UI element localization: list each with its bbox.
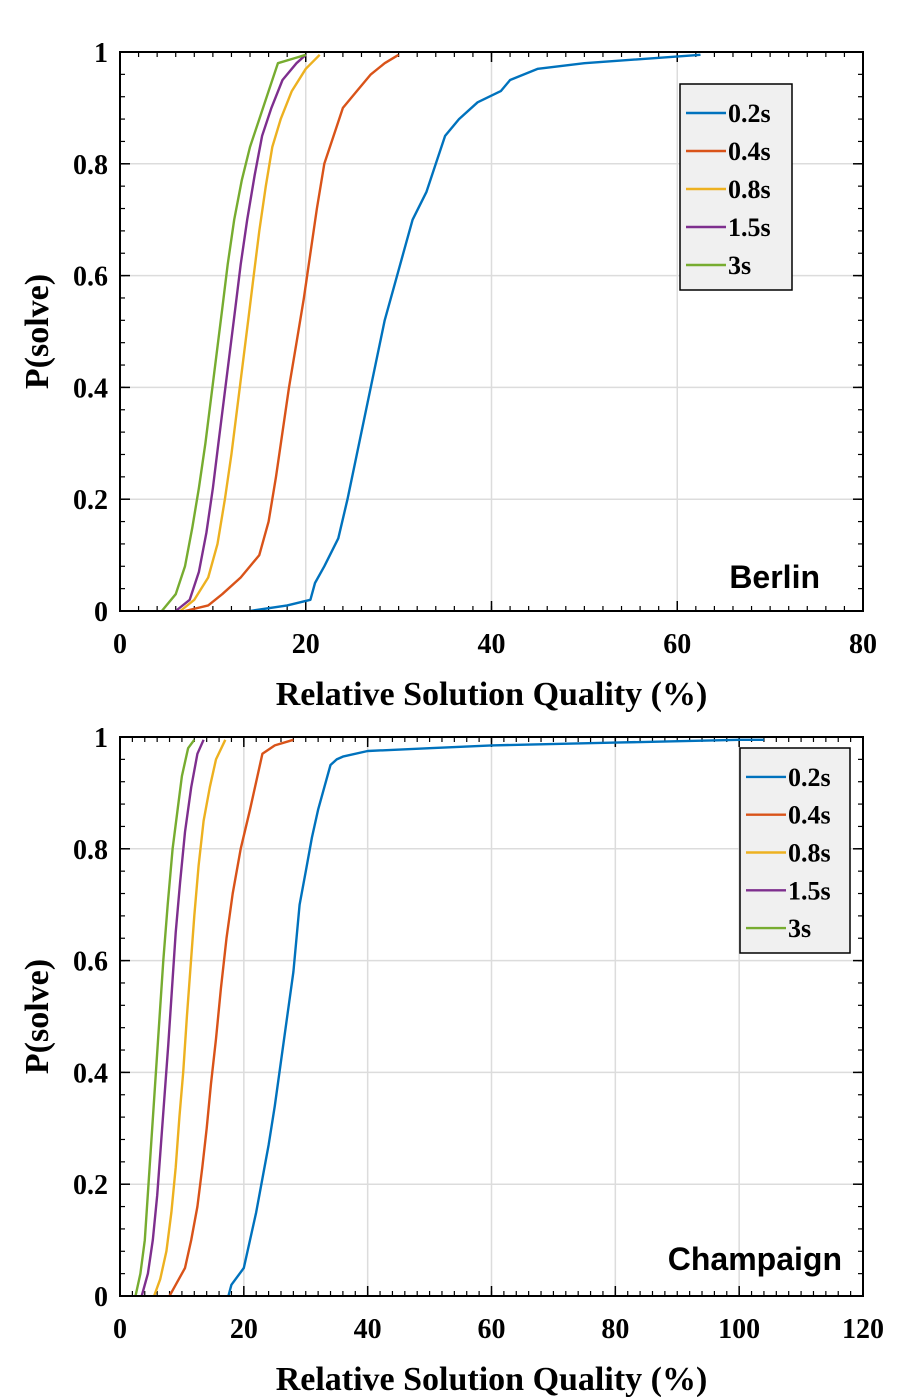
- axes-box: [119, 51, 864, 612]
- series-line-0-8s: [152, 739, 227, 1297]
- legend-label: 3s: [788, 914, 811, 943]
- x-tick-label: 40: [478, 629, 506, 660]
- legend-label: 0.8s: [728, 175, 771, 204]
- y-tick-label: 0.4: [73, 373, 108, 404]
- y-tick-label: 1: [94, 723, 108, 754]
- legend-label: 3s: [728, 251, 751, 280]
- x-tick-label: 60: [478, 1314, 506, 1345]
- y-tick-label: 0.8: [73, 835, 108, 866]
- series-line-3s: [134, 739, 196, 1297]
- x-tick-label: 60: [663, 629, 691, 660]
- y-tick-label: 0.2: [73, 485, 108, 516]
- series-line-0-8s: [179, 53, 321, 612]
- legend-box: [679, 83, 793, 291]
- legend-label: 0.2s: [728, 99, 771, 128]
- x-tick-label: 100: [718, 1314, 760, 1345]
- x-tick-label: 0: [113, 629, 127, 660]
- y-tick-label: 0.6: [73, 262, 108, 293]
- legend-label: 1.5s: [728, 213, 771, 242]
- x-tick-label: 20: [230, 1314, 258, 1345]
- x-tick-label: 120: [842, 1314, 884, 1345]
- y-tick-label: 0: [94, 1282, 108, 1313]
- legend-label: 0.4s: [788, 801, 831, 830]
- city-annotation: Berlin: [729, 559, 820, 595]
- y-axis-title: P(solve): [19, 959, 56, 1074]
- champaign-panel: 0 20 40 60 80 100 120 0 0.2 0.4 0.6 0.8 1 Relative So…: [19, 723, 884, 1397]
- x-tick-label: 80: [849, 629, 877, 660]
- y-tick-label: 0.4: [73, 1058, 108, 1089]
- y-axis-title: P(solve): [19, 274, 56, 389]
- y-tick-label: 0: [94, 597, 108, 628]
- y-tick-label: 0.6: [73, 947, 108, 978]
- legend-box: [739, 747, 851, 954]
- x-tick-label: 40: [354, 1314, 382, 1345]
- series-line-0-2s: [249, 53, 701, 613]
- series-line-0-4s: [168, 738, 294, 1297]
- series-line-1-5s: [174, 53, 307, 612]
- series-line-0-4s: [184, 53, 400, 613]
- x-tick-label: 80: [601, 1314, 629, 1345]
- legend: 0.2s 0.4s 0.8s 1.5s 3s: [679, 83, 793, 291]
- legend-label: 1.5s: [788, 876, 831, 905]
- y-tick-label: 1: [94, 38, 108, 69]
- legend-label: 0.8s: [788, 839, 831, 868]
- axes-box: [119, 736, 864, 1297]
- y-tick-label: 0.2: [73, 1170, 108, 1201]
- x-tick-label: 0: [113, 1314, 127, 1345]
- x-axis-title: Relative Solution Quality (%): [276, 676, 708, 713]
- x-axis-title: Relative Solution Quality (%): [276, 1361, 708, 1397]
- x-tick-label: 20: [292, 629, 320, 660]
- legend: 0.2s 0.4s 0.8s 1.5s 3s: [739, 747, 851, 954]
- series-line-0-2s: [227, 738, 764, 1297]
- legend-label: 0.2s: [788, 763, 831, 792]
- y-tick-label: 0.8: [73, 150, 108, 181]
- series-line-1-5s: [140, 739, 205, 1297]
- city-annotation: Champaign: [668, 1241, 842, 1277]
- berlin-panel: 0 20 40 60 80 0 0.2 0.4 0.6 0.8 1 Relative Solution…: [19, 38, 877, 713]
- legend-label: 0.4s: [728, 137, 771, 166]
- series-line-3s: [160, 53, 307, 612]
